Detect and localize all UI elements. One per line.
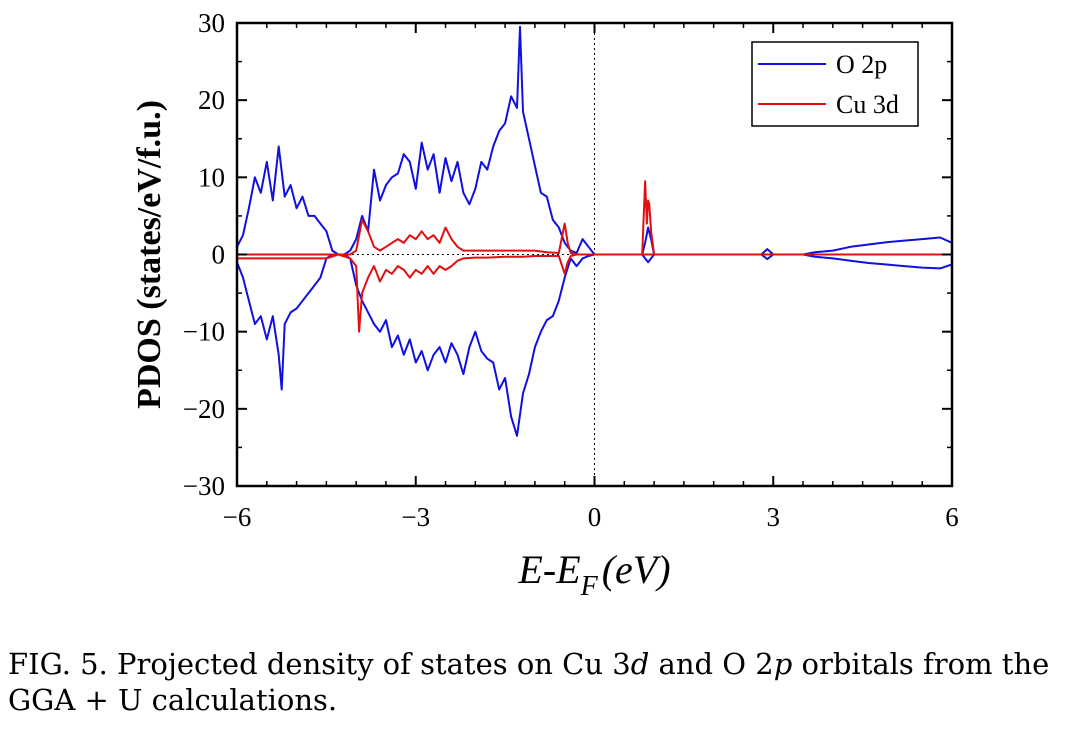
x-tick-label: −3 xyxy=(401,502,430,532)
cu-3d-spin-down-line xyxy=(237,253,952,333)
caption-middle: and O 2 xyxy=(649,647,774,681)
y-tick-label: −20 xyxy=(183,394,225,424)
x-axis-label-e: E xyxy=(517,547,542,592)
x-axis-label-subscript: F xyxy=(580,571,599,602)
x-tick-label: 6 xyxy=(945,502,959,532)
y-tick-label: −30 xyxy=(183,471,225,501)
y-tick-label: −10 xyxy=(183,317,225,347)
x-tick-label: −6 xyxy=(223,502,252,532)
legend-entry-label: Cu 3d xyxy=(836,90,899,119)
y-tick-label: 10 xyxy=(198,162,225,192)
y-axis-label: PDOS (states/eV/f.u.) xyxy=(131,100,168,409)
x-tick-label: 0 xyxy=(588,502,602,532)
x-axis-label: E-EF (eV) xyxy=(517,547,670,602)
caption-suffix: orbitals from the GGA + U calculations. xyxy=(8,647,1050,717)
x-tick-label: 3 xyxy=(767,502,781,532)
x-axis-label-dash: - xyxy=(543,547,556,592)
y-tick-label: 0 xyxy=(212,240,226,270)
figure-caption: FIG. 5. Projected density of states on C… xyxy=(8,646,1074,718)
legend-entry-label: O 2p xyxy=(836,50,887,79)
caption-prefix: FIG. 5. Projected density of states on C… xyxy=(8,647,631,681)
caption-d-italic: d xyxy=(630,647,650,681)
y-tick-label: 30 xyxy=(198,8,225,38)
caption-p-italic: p xyxy=(773,647,793,681)
x-axis-label-ef: E xyxy=(555,547,580,592)
cu-3d-spin-up-line xyxy=(237,180,952,256)
legend-box xyxy=(751,41,919,127)
y-tick-label: 20 xyxy=(198,85,225,115)
x-axis-label-unit: (eV) xyxy=(602,547,671,592)
